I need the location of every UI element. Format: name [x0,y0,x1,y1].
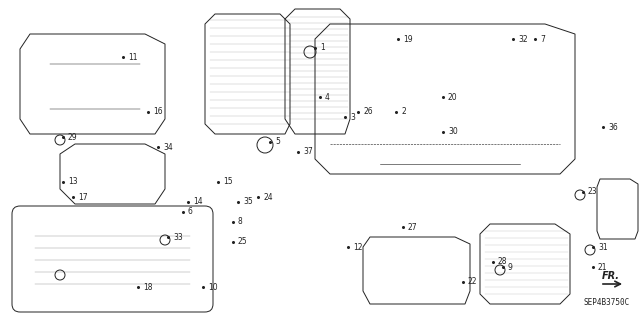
Text: 15: 15 [223,177,232,187]
Text: 37: 37 [303,147,313,157]
Text: 21: 21 [598,263,607,271]
Text: 23: 23 [588,188,598,197]
Text: 1: 1 [320,43,324,53]
Text: 34: 34 [163,143,173,152]
Text: 28: 28 [498,257,508,266]
Text: 8: 8 [238,218,243,226]
Text: 3: 3 [350,113,355,122]
Text: 4: 4 [325,93,330,101]
Text: 11: 11 [128,53,138,62]
Text: 2: 2 [401,108,406,116]
Text: 26: 26 [363,108,372,116]
Text: 12: 12 [353,242,362,251]
Text: 29: 29 [68,132,77,142]
Text: 10: 10 [208,283,218,292]
Text: 14: 14 [193,197,203,206]
Text: 13: 13 [68,177,77,187]
Text: 7: 7 [540,34,545,43]
Text: FR.: FR. [602,271,620,281]
Text: 25: 25 [238,238,248,247]
Text: 27: 27 [408,222,418,232]
Text: 18: 18 [143,283,152,292]
Text: 30: 30 [448,128,458,137]
Text: 33: 33 [173,233,183,241]
Text: 19: 19 [403,34,413,43]
Text: 36: 36 [608,122,618,131]
Text: 6: 6 [188,207,193,217]
Text: 24: 24 [263,192,273,202]
Text: 17: 17 [78,192,88,202]
Text: 16: 16 [153,108,163,116]
Text: 22: 22 [468,278,477,286]
Text: 35: 35 [243,197,253,206]
Text: 5: 5 [275,137,280,146]
Text: 9: 9 [508,263,513,271]
Text: 31: 31 [598,242,607,251]
Text: 20: 20 [448,93,458,101]
Text: 32: 32 [518,34,527,43]
Text: SEP4B3750C: SEP4B3750C [584,298,630,307]
